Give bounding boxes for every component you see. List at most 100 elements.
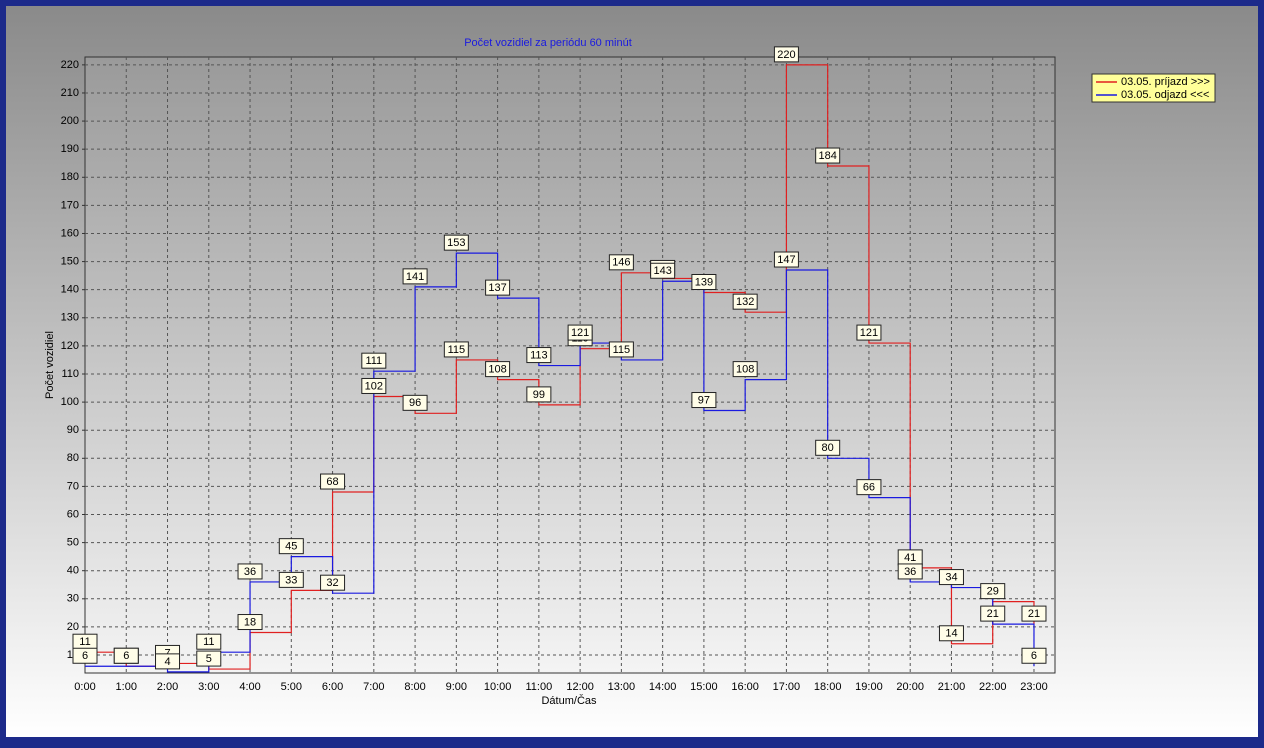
x-tick-label: 23:00 <box>1020 681 1048 693</box>
value-label-box <box>938 569 964 586</box>
value-label: 6 <box>123 650 129 662</box>
x-tick-label: 17:00 <box>773 681 801 693</box>
value-label: 153 <box>447 237 465 249</box>
value-label: 80 <box>822 442 834 454</box>
x-tick-label: 7:00 <box>363 681 384 693</box>
x-tick-label: 16:00 <box>731 681 759 693</box>
value-label-box <box>938 625 964 642</box>
y-tick-label: 30 <box>67 593 79 605</box>
chart-title: Počet vozidiel za periódu 60 minút <box>464 37 632 49</box>
x-axis-label: Dátum/Čas <box>541 694 597 707</box>
value-label: 96 <box>409 397 421 409</box>
value-label: 132 <box>736 296 754 308</box>
value-label-box <box>361 377 387 394</box>
value-label-box <box>485 361 511 378</box>
value-label: 108 <box>736 364 754 376</box>
value-label-box <box>567 324 593 341</box>
y-tick-label: 180 <box>61 171 79 183</box>
value-label: 34 <box>945 571 957 583</box>
value-label-box <box>815 439 841 456</box>
value-label-box <box>320 574 346 591</box>
value-label-box <box>526 386 552 403</box>
value-label: 141 <box>406 271 424 283</box>
value-label-box <box>650 262 676 279</box>
value-label: 113 <box>530 349 548 361</box>
value-label-box <box>856 479 882 496</box>
value-label: 111 <box>365 355 382 367</box>
value-label: 33 <box>285 574 297 586</box>
value-label-box <box>815 147 841 164</box>
value-label-box <box>773 251 799 268</box>
value-label: 21 <box>1028 608 1040 620</box>
value-label-box <box>278 571 304 588</box>
y-tick-label: 220 <box>61 59 79 71</box>
value-label-box <box>443 234 469 251</box>
value-label: 29 <box>987 586 999 598</box>
value-label: 108 <box>488 364 506 376</box>
y-tick-label: 50 <box>67 537 79 549</box>
legend-label: 03.05. príjazd >>> <box>1121 76 1210 88</box>
value-label: 68 <box>326 476 338 488</box>
legend-box <box>1091 73 1216 103</box>
value-label-box <box>773 46 799 63</box>
value-label-box <box>237 563 263 580</box>
value-label: 32 <box>326 577 338 589</box>
y-tick-label: 60 <box>67 508 79 520</box>
x-tick-label: 8:00 <box>404 681 425 693</box>
value-label: 137 <box>488 282 506 294</box>
value-label-box <box>856 324 882 341</box>
x-tick-label: 22:00 <box>979 681 1007 693</box>
value-label-box <box>155 653 181 670</box>
value-label: 4 <box>164 656 170 668</box>
value-label-box <box>402 394 428 411</box>
value-label: 36 <box>904 566 916 578</box>
value-label-box <box>237 614 263 631</box>
value-label: 18 <box>244 616 256 628</box>
x-tick-label: 2:00 <box>157 681 178 693</box>
x-tick-label: 10:00 <box>484 681 512 693</box>
value-label: 99 <box>533 389 545 401</box>
value-label-box <box>402 268 428 285</box>
value-label-box <box>608 341 634 358</box>
x-tick-label: 11:00 <box>526 681 553 693</box>
y-tick-label: 130 <box>61 312 79 324</box>
x-tick-label: 0:00 <box>74 681 95 693</box>
value-label-box <box>980 605 1006 622</box>
value-label-box <box>691 392 717 409</box>
y-tick-label: 110 <box>61 368 79 380</box>
value-label: 115 <box>613 344 631 356</box>
value-label: 147 <box>777 254 795 266</box>
y-tick-label: 90 <box>67 424 79 436</box>
value-label-box <box>732 361 758 378</box>
value-label: 7 <box>164 647 170 659</box>
x-tick-label: 18:00 <box>814 681 842 693</box>
y-tick-label: 160 <box>61 227 79 239</box>
y-tick-label: 100 <box>61 396 79 408</box>
x-tick-label: 12:00 <box>566 681 594 693</box>
y-tick-label: 200 <box>61 115 79 127</box>
value-label: 121 <box>571 327 589 339</box>
value-label: 97 <box>698 394 710 406</box>
value-label-box <box>196 650 222 667</box>
value-label-box <box>1021 647 1047 664</box>
series-line <box>85 252 1035 673</box>
value-label-box <box>113 647 139 664</box>
y-tick-label: 170 <box>61 199 79 211</box>
value-label: 45 <box>285 541 297 553</box>
value-label-box <box>608 254 634 271</box>
value-label: 6 <box>1031 650 1037 662</box>
x-tick-label: 4:00 <box>239 681 260 693</box>
value-label-box <box>443 341 469 358</box>
value-label-box <box>897 563 923 580</box>
value-label-box <box>1021 605 1047 622</box>
value-label: 11 <box>203 636 214 648</box>
y-tick-label: 150 <box>61 255 79 267</box>
value-label-box <box>691 273 717 290</box>
value-label: 21 <box>987 608 999 620</box>
value-label: 41 <box>904 552 916 564</box>
y-axis-label: Počet vozidiel <box>44 331 56 399</box>
legend-label: 03.05. odjazd <<< <box>1121 89 1209 101</box>
value-label: 36 <box>244 566 256 578</box>
